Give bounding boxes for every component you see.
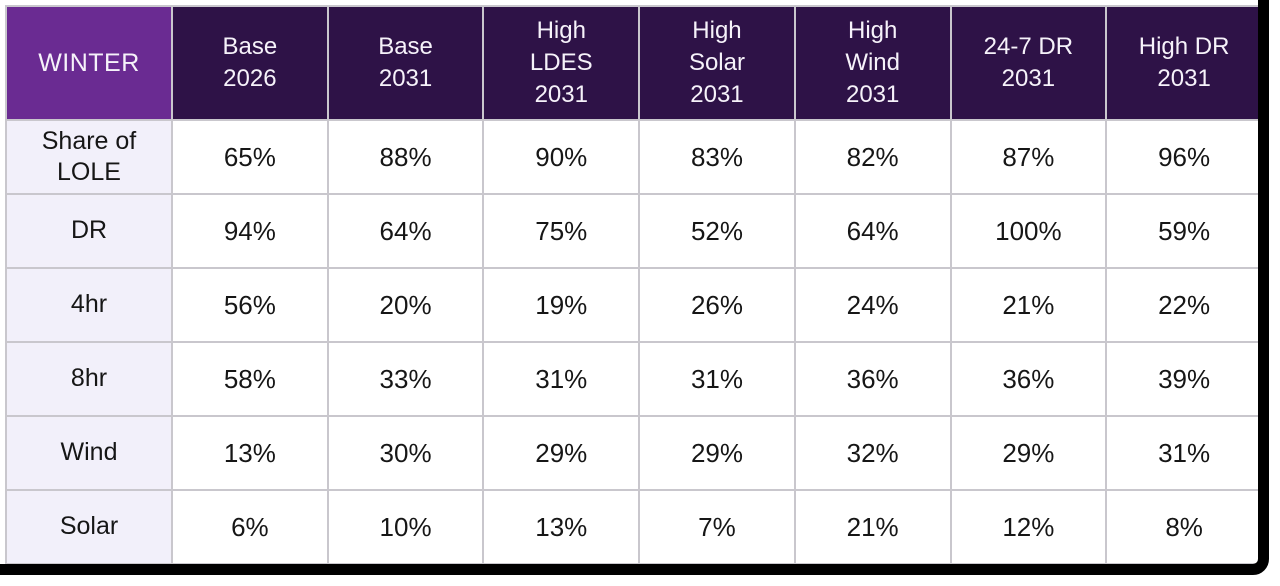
data-cell: 21% [949, 267, 1108, 343]
data-cell: 13% [171, 415, 329, 491]
data-cell: 29% [638, 415, 796, 491]
data-cell: 75% [482, 193, 641, 269]
data-cell: 29% [949, 415, 1108, 491]
column-header-high-dr-2031: High DR 2031 [1105, 5, 1263, 121]
row-label-wind: Wind [5, 415, 173, 491]
data-cell: 59% [1105, 193, 1263, 269]
data-cell: 64% [793, 193, 952, 269]
data-cell: 31% [482, 341, 641, 417]
data-cell: 87% [949, 119, 1108, 195]
data-cell: 36% [793, 341, 952, 417]
column-header-high-ldes-2031: High LDES 2031 [482, 5, 641, 121]
data-cell: 13% [482, 489, 641, 565]
column-header-base-2031: Base 2031 [326, 5, 485, 121]
data-cell: 6% [171, 489, 329, 565]
data-cell: 31% [1105, 415, 1263, 491]
data-cell: 12% [949, 489, 1108, 565]
data-cell: 19% [482, 267, 641, 343]
row-label-solar: Solar [5, 489, 173, 565]
data-cell: 29% [482, 415, 641, 491]
data-cell: 88% [326, 119, 485, 195]
data-cell: 20% [326, 267, 485, 343]
data-cell: 64% [326, 193, 485, 269]
data-cell: 7% [638, 489, 796, 565]
data-cell: 94% [171, 193, 329, 269]
data-cell: 36% [949, 341, 1108, 417]
table-body: Share of LOLE 65% 88% 90% 83% 82% 87% 96% DR 94% 6… [5, 119, 1263, 565]
column-header-high-wind-2031: High Wind 2031 [793, 5, 952, 121]
data-cell: 39% [1105, 341, 1263, 417]
data-cell: 22% [1105, 267, 1263, 343]
slide-content: WINTER Base 2026 Base 2031 High LDES 2031 Hi… [5, 5, 1263, 565]
data-cell: 58% [171, 341, 329, 417]
data-cell: 82% [793, 119, 952, 195]
data-cell: 24% [793, 267, 952, 343]
data-cell: 65% [171, 119, 329, 195]
data-cell: 83% [638, 119, 796, 195]
table-row: DR 94% 64% 75% 52% 64% 100% 59% [5, 193, 1263, 269]
table-header-row: WINTER Base 2026 Base 2031 High LDES 2031 Hi… [5, 5, 1263, 121]
data-cell: 96% [1105, 119, 1263, 195]
winter-resource-lole-table: WINTER Base 2026 Base 2031 High LDES 2031 Hi… [5, 5, 1263, 565]
data-cell: 30% [326, 415, 485, 491]
row-label-8hr: 8hr [5, 341, 173, 417]
table-row: Wind 13% 30% 29% 29% 32% 29% 31% [5, 415, 1263, 491]
table-row: Solar 6% 10% 13% 7% 21% 12% 8% [5, 489, 1263, 565]
table-row: Share of LOLE 65% 88% 90% 83% 82% 87% 96% [5, 119, 1263, 195]
data-cell: 52% [638, 193, 796, 269]
data-cell: 56% [171, 267, 329, 343]
table-row: 8hr 58% 33% 31% 31% 36% 36% 39% [5, 341, 1263, 417]
column-header-base-2026: Base 2026 [171, 5, 329, 121]
column-header-high-solar-2031: High Solar 2031 [638, 5, 796, 121]
row-label-4hr: 4hr [5, 267, 173, 343]
data-cell: 26% [638, 267, 796, 343]
row-label-share-of-lole: Share of LOLE [5, 119, 173, 195]
data-cell: 31% [638, 341, 796, 417]
data-cell: 8% [1105, 489, 1263, 565]
data-cell: 100% [949, 193, 1108, 269]
table-row: 4hr 56% 20% 19% 26% 24% 21% 22% [5, 267, 1263, 343]
corner-header-winter: WINTER [5, 5, 173, 121]
column-header-24-7-dr-2031: 24-7 DR 2031 [949, 5, 1108, 121]
data-cell: 21% [793, 489, 952, 565]
data-cell: 33% [326, 341, 485, 417]
row-label-dr: DR [5, 193, 173, 269]
data-cell: 10% [326, 489, 485, 565]
data-cell: 32% [793, 415, 952, 491]
data-cell: 90% [482, 119, 641, 195]
